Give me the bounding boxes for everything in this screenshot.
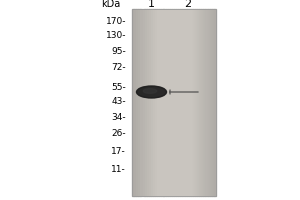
Bar: [155, 9, 157, 196]
Bar: [161, 9, 164, 196]
Bar: [145, 9, 147, 196]
Text: 34-: 34-: [111, 112, 126, 121]
Bar: [164, 9, 166, 196]
Text: 95-: 95-: [111, 46, 126, 55]
Bar: [132, 9, 134, 196]
Text: 130-: 130-: [106, 31, 126, 40]
Bar: [159, 9, 161, 196]
Text: 1: 1: [148, 0, 155, 9]
Bar: [210, 9, 212, 196]
Bar: [140, 9, 142, 196]
Text: 2: 2: [184, 0, 191, 9]
Bar: [136, 9, 138, 196]
Bar: [147, 9, 149, 196]
Bar: [149, 9, 151, 196]
Bar: [191, 9, 193, 196]
Bar: [168, 9, 170, 196]
Bar: [166, 9, 168, 196]
Bar: [184, 9, 187, 196]
Bar: [197, 9, 199, 196]
Bar: [151, 9, 153, 196]
Bar: [201, 9, 203, 196]
Bar: [172, 9, 174, 196]
Bar: [176, 9, 178, 196]
Bar: [157, 9, 159, 196]
Bar: [174, 9, 176, 196]
Bar: [199, 9, 201, 196]
Bar: [170, 9, 172, 196]
Bar: [189, 9, 191, 196]
Ellipse shape: [143, 89, 157, 93]
Text: 170-: 170-: [106, 17, 126, 25]
Text: 43-: 43-: [111, 97, 126, 106]
Text: 11-: 11-: [111, 164, 126, 173]
Text: 17-: 17-: [111, 148, 126, 156]
Bar: [142, 9, 145, 196]
Bar: [214, 9, 216, 196]
Bar: [132, 9, 216, 196]
Text: 72-: 72-: [111, 64, 126, 72]
Bar: [178, 9, 180, 196]
Bar: [138, 9, 140, 196]
Bar: [182, 9, 184, 196]
Bar: [180, 9, 182, 196]
Bar: [193, 9, 195, 196]
Bar: [153, 9, 155, 196]
Bar: [212, 9, 214, 196]
Bar: [206, 9, 208, 196]
Text: 55-: 55-: [111, 83, 126, 92]
Bar: [203, 9, 206, 196]
Bar: [134, 9, 136, 196]
Ellipse shape: [136, 86, 166, 98]
Text: kDa: kDa: [101, 0, 120, 9]
Bar: [187, 9, 189, 196]
Text: 26-: 26-: [111, 130, 126, 138]
Bar: [195, 9, 197, 196]
Bar: [208, 9, 210, 196]
